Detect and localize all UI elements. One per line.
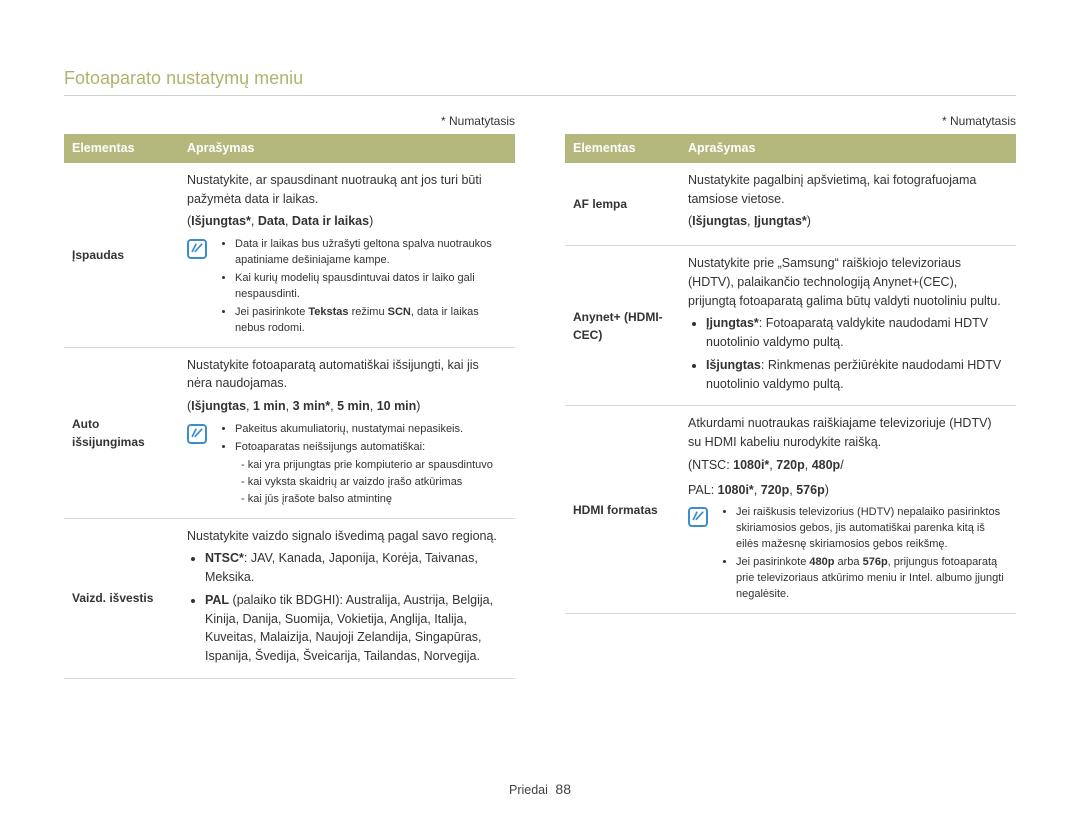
note-item: Data ir laikas bus užrašyti geltona spal… bbox=[235, 237, 507, 269]
description-cell: Nustatykite prie „Samsung“ raiškiojo tel… bbox=[680, 246, 1016, 406]
table-row: Anynet+ (HDMI-CEC)Nustatykite prie „Sams… bbox=[565, 246, 1016, 406]
table-row: ĮspaudasNustatykite, ar spausdinant nuot… bbox=[64, 163, 515, 347]
note-item: Pakeitus akumuliatorių, nustatymai nepas… bbox=[235, 422, 493, 438]
description-text: Nustatykite pagalbinį apšvietimą, kai fo… bbox=[688, 171, 1008, 209]
note-list: Jei raiškusis televizorius (HDTV) nepala… bbox=[718, 505, 1008, 603]
footer: Priedai 88 bbox=[0, 781, 1080, 797]
note-sublist: kai yra prijungtas prie kompiuterio ar s… bbox=[235, 458, 493, 508]
note-subitem: kai jūs įrašote balso atmintinę bbox=[241, 492, 493, 508]
default-note-right: * Numatytasis bbox=[565, 114, 1016, 128]
note-box: Data ir laikas bus užrašyti geltona spal… bbox=[187, 237, 507, 339]
element-cell: Vaizd. išvestis bbox=[64, 518, 179, 678]
note-item: Jei pasirinkote Tekstas režimu SCN, data… bbox=[235, 305, 507, 337]
description-cell: Atkurdami nuotraukas raiškiajame televiz… bbox=[680, 406, 1016, 614]
note-list: Data ir laikas bus užrašyti geltona spal… bbox=[217, 237, 507, 337]
table-row: Auto išsijungimasNustatykite fotoaparatą… bbox=[64, 347, 515, 518]
th-description: Aprašymas bbox=[179, 134, 515, 163]
note-item: Fotoaparatas neišsijungs automatiškai:ka… bbox=[235, 440, 493, 508]
element-cell: HDMI formatas bbox=[565, 406, 680, 614]
note-item: Kai kurių modelių spausdintuvai datos ir… bbox=[235, 271, 507, 303]
note-list: Pakeitus akumuliatorių, nustatymai nepas… bbox=[217, 422, 493, 508]
element-cell: Auto išsijungimas bbox=[64, 347, 179, 518]
th-element: Elementas bbox=[565, 134, 680, 163]
default-note-left: * Numatytasis bbox=[64, 114, 515, 128]
title-rule bbox=[64, 95, 1016, 96]
note-item: Jei pasirinkote 480p arba 576p, prijungu… bbox=[736, 555, 1008, 603]
element-cell: Anynet+ (HDMI-CEC) bbox=[565, 246, 680, 406]
note-icon bbox=[688, 507, 708, 527]
footer-label: Priedai bbox=[509, 783, 548, 797]
list-item: PAL (palaiko tik BDGHI): Australija, Aus… bbox=[205, 591, 507, 666]
description-cell: Nustatykite vaizdo signalo išvedimą paga… bbox=[179, 518, 515, 678]
description-list: Įjungtas*: Fotoaparatą valdykite naudoda… bbox=[688, 314, 1008, 393]
description-list: NTSC*: JAV, Kanada, Japonija, Korėja, Ta… bbox=[187, 549, 507, 666]
description-cell: Nustatykite, ar spausdinant nuotrauką an… bbox=[179, 163, 515, 347]
options-line: (Išjungtas, 1 min, 3 min*, 5 min, 10 min… bbox=[187, 397, 507, 416]
th-element: Elementas bbox=[64, 134, 179, 163]
description-cell: Nustatykite fotoaparatą automatiškai išs… bbox=[179, 347, 515, 518]
description-text: Nustatykite fotoaparatą automatiškai išs… bbox=[187, 356, 507, 394]
list-item: Išjungtas: Rinkmenas peržiūrėkite naudod… bbox=[706, 356, 1008, 394]
list-item: Įjungtas*: Fotoaparatą valdykite naudoda… bbox=[706, 314, 1008, 352]
note-icon bbox=[187, 239, 207, 259]
note-item: Jei raiškusis televizorius (HDTV) nepala… bbox=[736, 505, 1008, 553]
settings-table-right: Elementas Aprašymas AF lempaNustatykite … bbox=[565, 134, 1016, 614]
note-subitem: kai yra prijungtas prie kompiuterio ar s… bbox=[241, 458, 493, 474]
description-text: Nustatykite vaizdo signalo išvedimą paga… bbox=[187, 527, 507, 546]
description-cell: Nustatykite pagalbinį apšvietimą, kai fo… bbox=[680, 163, 1016, 246]
right-column: * Numatytasis Elementas Aprašymas AF lem… bbox=[565, 114, 1016, 679]
note-box: Jei raiškusis televizorius (HDTV) nepala… bbox=[688, 505, 1008, 605]
th-description: Aprašymas bbox=[680, 134, 1016, 163]
options-line: PAL: 1080i*, 720p, 576p) bbox=[688, 481, 1008, 500]
left-column: * Numatytasis Elementas Aprašymas Įspaud… bbox=[64, 114, 515, 679]
footer-page-number: 88 bbox=[555, 781, 571, 797]
note-box: Pakeitus akumuliatorių, nustatymai nepas… bbox=[187, 422, 507, 510]
options-line: (Išjungtas*, Data, Data ir laikas) bbox=[187, 212, 507, 231]
description-text: Nustatykite prie „Samsung“ raiškiojo tel… bbox=[688, 254, 1008, 310]
element-cell: Įspaudas bbox=[64, 163, 179, 347]
table-row: Vaizd. išvestis Nustatykite vaizdo signal… bbox=[64, 518, 515, 678]
description-text: Atkurdami nuotraukas raiškiajame televiz… bbox=[688, 414, 1008, 452]
settings-table-left: Elementas Aprašymas ĮspaudasNustatykite,… bbox=[64, 134, 515, 679]
table-row: AF lempaNustatykite pagalbinį apšvietimą… bbox=[565, 163, 1016, 246]
content-columns: * Numatytasis Elementas Aprašymas Įspaud… bbox=[64, 114, 1016, 679]
table-row: HDMI formatasAtkurdami nuotraukas raiški… bbox=[565, 406, 1016, 614]
note-subitem: kai vyksta skaidrių ar vaizdo įrašo atkū… bbox=[241, 475, 493, 491]
note-icon bbox=[187, 424, 207, 444]
description-text: Nustatykite, ar spausdinant nuotrauką an… bbox=[187, 171, 507, 209]
options-line: (NTSC: 1080i*, 720p, 480p/ bbox=[688, 456, 1008, 475]
list-item: NTSC*: JAV, Kanada, Japonija, Korėja, Ta… bbox=[205, 549, 507, 587]
element-cell: AF lempa bbox=[565, 163, 680, 246]
options-line: (Išjungtas, Įjungtas*) bbox=[688, 212, 1008, 231]
page-title: Fotoaparato nustatymų meniu bbox=[64, 68, 1016, 89]
